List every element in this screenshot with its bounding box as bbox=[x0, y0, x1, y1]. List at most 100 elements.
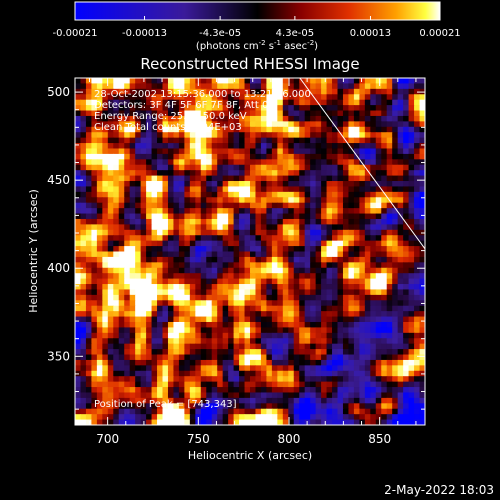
heatmap-cell bbox=[397, 208, 404, 215]
heatmap-cell bbox=[310, 359, 317, 366]
heatmap-cell bbox=[244, 202, 251, 209]
annotation-line: Detectors: 3F 4F 5F 6F 7F 8F, Att 0 bbox=[94, 100, 268, 111]
heatmap-cell bbox=[359, 376, 366, 383]
heatmap-cell bbox=[326, 78, 333, 85]
heatmap-cell bbox=[288, 311, 295, 318]
heatmap-cell bbox=[304, 343, 311, 350]
heatmap-cell bbox=[113, 121, 120, 128]
heatmap-cell bbox=[217, 256, 224, 263]
heatmap-cell bbox=[260, 137, 268, 144]
heatmap-cell bbox=[75, 213, 82, 220]
heatmap-cell bbox=[381, 83, 388, 90]
heatmap-cell bbox=[113, 305, 120, 312]
heatmap-cell bbox=[217, 343, 224, 350]
heatmap-cell bbox=[200, 105, 207, 112]
heatmap-cell bbox=[266, 229, 273, 236]
heatmap-cell bbox=[217, 414, 224, 421]
heatmap-cell bbox=[381, 137, 388, 144]
heatmap-cell bbox=[250, 305, 257, 312]
heatmap-cell bbox=[304, 197, 311, 204]
heatmap-cell bbox=[102, 208, 109, 215]
heatmap-cell bbox=[326, 305, 333, 312]
heatmap-cell bbox=[359, 246, 366, 253]
heatmap-cell bbox=[233, 148, 240, 155]
heatmap-cell bbox=[386, 305, 393, 312]
heatmap-cell bbox=[146, 387, 153, 394]
heatmap-cell bbox=[157, 403, 164, 410]
heatmap-cell bbox=[364, 289, 371, 296]
heatmap-cell bbox=[162, 349, 169, 356]
heatmap-cell bbox=[332, 349, 339, 356]
heatmap-cell bbox=[386, 278, 393, 285]
heatmap-cell bbox=[162, 78, 169, 85]
heatmap-cell bbox=[375, 126, 382, 133]
heatmap-cell bbox=[173, 408, 180, 415]
heatmap-cell bbox=[140, 246, 147, 253]
heatmap-cell bbox=[271, 381, 278, 388]
heatmap-cell bbox=[96, 300, 103, 307]
heatmap-cell bbox=[91, 197, 98, 204]
heatmap-cell bbox=[178, 170, 185, 177]
heatmap-cell bbox=[91, 354, 98, 361]
heatmap-cell bbox=[184, 300, 191, 307]
heatmap-cell bbox=[348, 408, 355, 415]
heatmap-cell bbox=[146, 132, 153, 139]
heatmap-cell bbox=[277, 419, 284, 425]
heatmap-cell bbox=[326, 164, 333, 171]
heatmap-cell bbox=[392, 349, 399, 356]
heatmap-cell bbox=[375, 300, 382, 307]
heatmap-cell bbox=[332, 278, 339, 285]
heatmap-cell bbox=[102, 305, 109, 312]
heatmap-cell bbox=[157, 235, 164, 242]
heatmap-cell bbox=[200, 115, 207, 122]
heatmap-cell bbox=[85, 359, 93, 366]
heatmap-cell bbox=[277, 197, 284, 204]
heatmap-cell bbox=[189, 218, 196, 225]
heatmap-cell bbox=[403, 321, 410, 328]
heatmap-cell bbox=[364, 278, 371, 285]
heatmap-cell bbox=[173, 267, 180, 274]
heatmap-cell bbox=[222, 392, 229, 399]
heatmap-cell bbox=[102, 392, 109, 399]
heatmap-cell bbox=[91, 284, 98, 291]
heatmap-cell bbox=[244, 229, 251, 236]
heatmap-cell bbox=[96, 381, 103, 388]
heatmap-cell bbox=[342, 370, 350, 377]
heatmap-cell bbox=[381, 88, 388, 95]
heatmap-cell bbox=[96, 110, 103, 117]
heatmap-cell bbox=[337, 403, 344, 410]
heatmap-cell bbox=[129, 99, 136, 106]
heatmap-cell bbox=[85, 175, 93, 182]
heatmap-cell bbox=[91, 143, 98, 150]
heatmap-cell bbox=[342, 327, 350, 334]
heatmap-cell bbox=[80, 94, 87, 101]
heatmap-cell bbox=[310, 208, 317, 215]
heatmap-cell bbox=[178, 224, 185, 231]
heatmap-cell bbox=[337, 414, 344, 421]
heatmap-cell bbox=[381, 267, 388, 274]
heatmap-cell bbox=[250, 414, 257, 421]
heatmap-cell bbox=[326, 359, 333, 366]
heatmap-cell bbox=[282, 164, 289, 171]
heatmap-cell bbox=[151, 224, 158, 231]
heatmap-cell bbox=[386, 419, 393, 425]
heatmap-cell bbox=[381, 143, 388, 150]
heatmap-cell bbox=[353, 235, 360, 242]
heatmap-cell bbox=[157, 267, 164, 274]
heatmap-cell bbox=[250, 381, 257, 388]
heatmap-cell bbox=[392, 294, 399, 301]
heatmap-cell bbox=[222, 381, 229, 388]
heatmap-cell bbox=[162, 213, 169, 220]
heatmap-cell bbox=[167, 278, 175, 285]
heatmap-cell bbox=[332, 121, 339, 128]
heatmap-cell bbox=[250, 376, 257, 383]
heatmap-cell bbox=[162, 305, 169, 312]
heatmap-cell bbox=[375, 316, 382, 323]
heatmap-cell bbox=[260, 311, 268, 318]
heatmap-cell bbox=[304, 278, 311, 285]
heatmap-cell bbox=[315, 132, 322, 139]
heatmap-cell bbox=[228, 143, 235, 150]
heatmap-cell bbox=[85, 121, 93, 128]
heatmap-cell bbox=[228, 338, 235, 345]
heatmap-cell bbox=[146, 99, 153, 106]
